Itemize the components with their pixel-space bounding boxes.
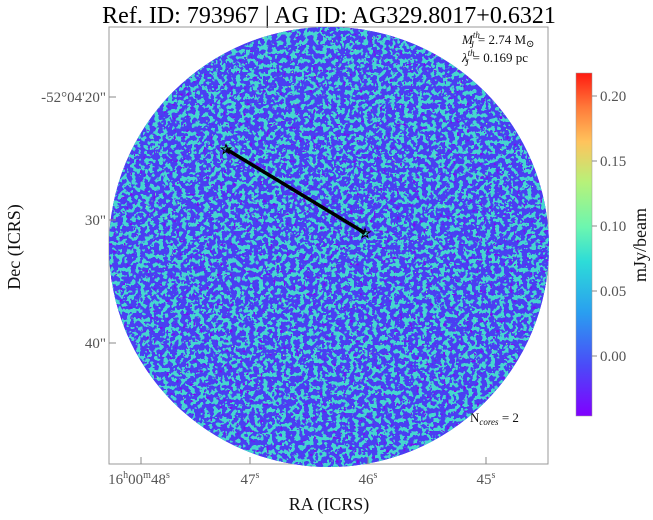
emission-map bbox=[109, 27, 549, 467]
x-axis-label: RA (ICRS) bbox=[289, 494, 370, 515]
colorbar-tick: 0.05 bbox=[600, 284, 626, 300]
ncores-label: Ncores = 2 bbox=[470, 410, 519, 427]
core-connector-line bbox=[225, 147, 366, 235]
core-marker-2: ☆ bbox=[359, 227, 372, 242]
jeans-mass-label: Mth J = 2.74 M⊙ bbox=[461, 30, 534, 50]
x-tick-label: 16h00m48s bbox=[108, 470, 170, 488]
y-tick-label: 30" bbox=[85, 213, 106, 229]
x-axis: 16h00m48s 47s 46s 45s RA (ICRS) bbox=[108, 457, 496, 515]
colorbar-label: mJy/beam bbox=[630, 208, 650, 282]
y-axis: -52°04'20" 30" 40" Dec (ICRS) bbox=[4, 90, 116, 352]
figure-title: Ref. ID: 793967 | AG ID: AG329.8017+0.63… bbox=[102, 3, 556, 29]
x-tick-label: 47s bbox=[241, 470, 260, 488]
y-tick-label: 40" bbox=[85, 336, 106, 352]
y-axis-label: Dec (ICRS) bbox=[4, 204, 25, 289]
x-tick-label: 46s bbox=[359, 470, 378, 488]
jeans-annotations: Mth J = 2.74 M⊙ λth J = 0.169 pc bbox=[461, 30, 534, 68]
colorbar-gradient bbox=[575, 72, 593, 417]
colorbar: 0.20 0.15 0.10 0.05 0.00 mJy/beam bbox=[575, 72, 650, 417]
colorbar-tick: 0.15 bbox=[600, 154, 626, 170]
colorbar-tick: 0.00 bbox=[600, 349, 626, 365]
core-marker-1: ☆ bbox=[220, 143, 233, 158]
core-connector-group: ☆ ☆ bbox=[219, 143, 372, 243]
colorbar-tick: 0.20 bbox=[600, 89, 626, 105]
x-tick-label: 45s bbox=[477, 470, 496, 488]
colorbar-tick: 0.10 bbox=[600, 219, 626, 235]
jeans-length-label: λth J = 0.169 pc bbox=[461, 48, 528, 68]
y-tick-label: -52°04'20" bbox=[41, 90, 106, 106]
